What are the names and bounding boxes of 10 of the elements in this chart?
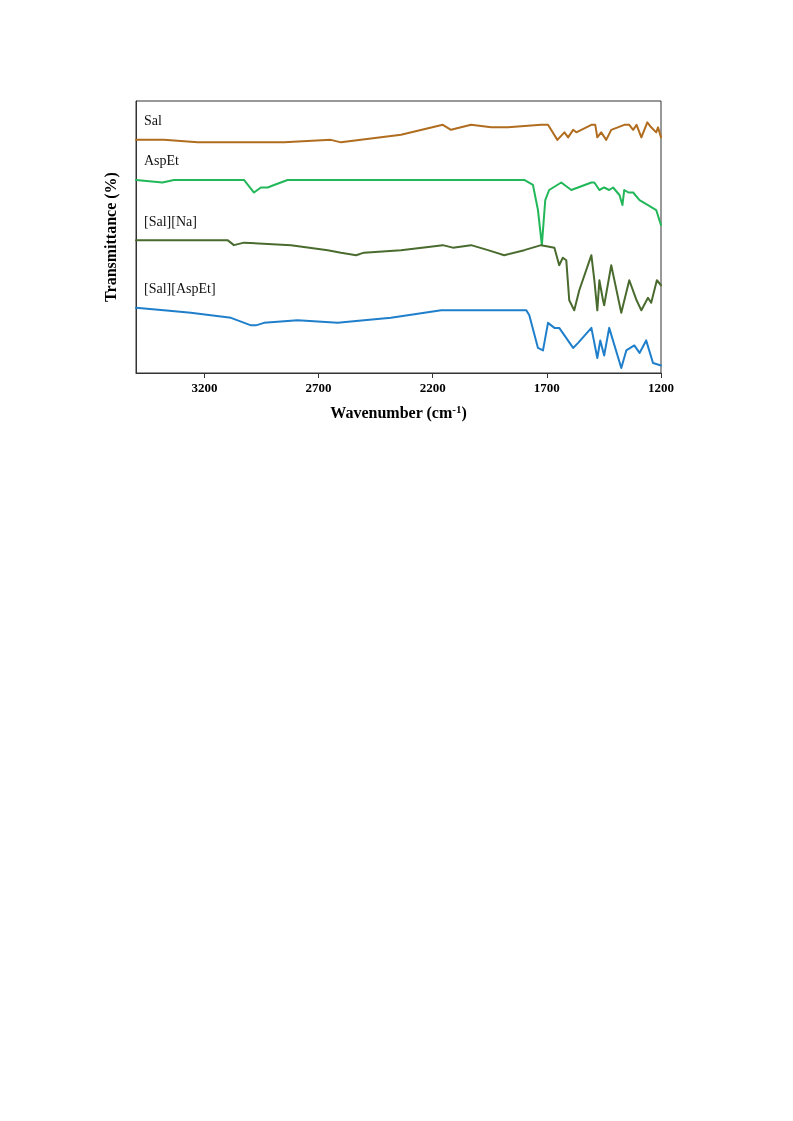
x-tick-label: 3200 [191,380,218,395]
x-tick-label: 1200 [648,380,674,395]
x-tick-label: 2700 [305,380,332,395]
x-tick-label: 2200 [419,380,446,395]
x-tick-label: 1700 [533,380,560,395]
y-axis-title: Transmittance (%) [101,172,120,302]
series-label: Sal [144,113,162,129]
series-label: [Sal][Na] [144,213,197,229]
series-label: AspEt [144,153,180,169]
series-label: [Sal][AspEt] [144,281,216,297]
